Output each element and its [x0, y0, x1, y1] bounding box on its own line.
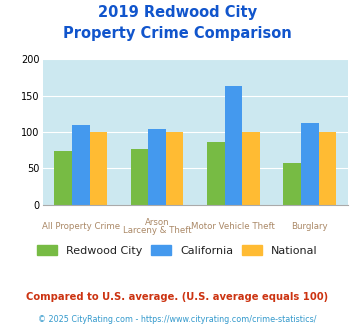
Bar: [283, 163, 301, 205]
Text: Property Crime Comparison: Property Crime Comparison: [63, 26, 292, 41]
Legend: Redwood City, California, National: Redwood City, California, National: [33, 241, 322, 260]
Bar: [225, 86, 242, 205]
Text: Motor Vehicle Theft: Motor Vehicle Theft: [191, 222, 275, 231]
Bar: [89, 132, 107, 205]
Bar: [131, 149, 148, 205]
Text: Larceny & Theft: Larceny & Theft: [123, 226, 191, 235]
Text: © 2025 CityRating.com - https://www.cityrating.com/crime-statistics/: © 2025 CityRating.com - https://www.city…: [38, 315, 317, 324]
Bar: [72, 125, 89, 205]
Bar: [54, 151, 72, 205]
Bar: [242, 132, 260, 205]
Bar: [301, 122, 318, 205]
Text: Compared to U.S. average. (U.S. average equals 100): Compared to U.S. average. (U.S. average …: [26, 292, 329, 302]
Text: Burglary: Burglary: [291, 222, 328, 231]
Bar: [166, 132, 184, 205]
Text: All Property Crime: All Property Crime: [42, 222, 120, 231]
Bar: [207, 142, 225, 205]
Text: 2019 Redwood City: 2019 Redwood City: [98, 5, 257, 20]
Bar: [318, 132, 336, 205]
Bar: [148, 129, 166, 205]
Text: Arson: Arson: [145, 218, 169, 227]
